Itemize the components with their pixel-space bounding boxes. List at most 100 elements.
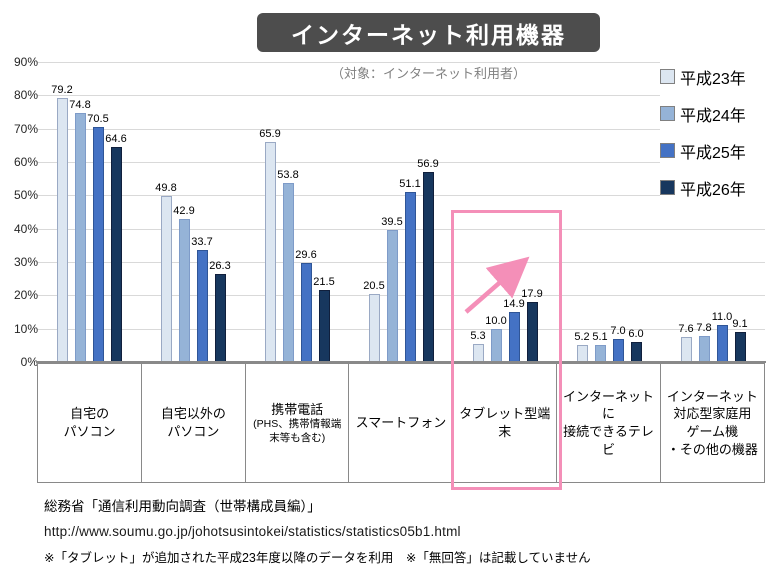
legend-label: 平成24年 bbox=[680, 107, 746, 125]
category-label-text: スマートフォン bbox=[355, 415, 447, 431]
y-tick-label: 40% bbox=[13, 221, 38, 236]
bar bbox=[472, 344, 484, 362]
gridline bbox=[37, 162, 765, 163]
gridline bbox=[37, 295, 765, 297]
category-label: 自宅の パソコン bbox=[37, 363, 143, 483]
legend-swatch-icon bbox=[660, 106, 675, 121]
legend: 平成23年平成24年平成25年平成26年 bbox=[660, 58, 780, 206]
gridline bbox=[37, 62, 765, 63]
bar-group: 65.9 53.8 29.6 21.5 bbox=[245, 62, 349, 362]
bar-value-label: 49.8 bbox=[155, 182, 177, 194]
category-label: 携帯電話 (PHS、携帯情報端 末等も含む) bbox=[244, 363, 350, 483]
category-label: 自宅以外の パソコン bbox=[140, 363, 247, 483]
bar bbox=[56, 98, 68, 362]
category-label: インターネット 対応型家庭用 ゲーム機 ・その他の機器 bbox=[659, 363, 765, 483]
bar bbox=[368, 293, 380, 362]
legend-item: 平成23年 bbox=[660, 58, 780, 95]
bar-value-label: 7.6 bbox=[678, 322, 694, 335]
bar bbox=[404, 191, 416, 362]
bar bbox=[318, 290, 330, 362]
bar-value-label: 29.6 bbox=[295, 249, 317, 262]
chart-title: インターネット利用機器 bbox=[291, 21, 566, 48]
bar bbox=[74, 112, 86, 362]
bar-group: 20.5 39.5 51.1 56.9 bbox=[349, 62, 453, 362]
legend-swatch-icon bbox=[660, 143, 675, 158]
bar bbox=[264, 142, 276, 362]
bar bbox=[422, 172, 434, 362]
chart-subtitle: （対象：インターネット利用者） bbox=[330, 66, 526, 81]
bar bbox=[92, 127, 104, 362]
bar-value-label: 33.7 bbox=[191, 235, 213, 248]
bar-group: 7.6 7.8 11.0 9.1 bbox=[661, 62, 765, 362]
bar bbox=[300, 263, 312, 362]
footer: 総務省「通信利用動向調査（世帯構成員編）」 http://www.soumu.g… bbox=[44, 495, 591, 566]
bars-layer: 79.2 74.8 70.5 64.6 49.8 42.9 33.7 26.3 65.9 53.8… bbox=[37, 62, 765, 362]
bar-value-label: 5.1 bbox=[592, 331, 608, 343]
bar-value-label: 53.8 bbox=[277, 168, 299, 181]
bar bbox=[508, 312, 520, 362]
bar-value-label: 74.8 bbox=[69, 98, 91, 111]
y-tick-label: 60% bbox=[13, 155, 38, 169]
bar bbox=[386, 230, 398, 362]
gridline bbox=[37, 195, 765, 197]
bar-value-label: 5.3 bbox=[470, 330, 486, 343]
bar-value-label: 51.1 bbox=[399, 177, 421, 190]
bar-value-label: 17.9 bbox=[521, 288, 543, 301]
bar-value-label: 21.5 bbox=[313, 276, 335, 289]
footer-url: http://www.soumu.go.jp/johotsusintokei/s… bbox=[44, 524, 461, 539]
bar-group: 49.8 42.9 33.7 26.3 bbox=[141, 62, 245, 362]
bar-value-label: 42.9 bbox=[173, 205, 195, 217]
y-tick-label: 10% bbox=[13, 321, 38, 336]
bar-value-label: 20.5 bbox=[363, 279, 385, 292]
category-label: インターネットに 接続できるテレビ bbox=[555, 363, 662, 483]
y-tick-label: 50% bbox=[13, 188, 38, 203]
y-tick-label: 30% bbox=[13, 255, 38, 269]
bar-value-label: 65.9 bbox=[259, 128, 281, 141]
bar bbox=[214, 274, 226, 362]
category-label-text: 携帯電話 bbox=[271, 401, 324, 417]
category-axis: 自宅の パソコン 自宅以外の パソコン 携帯電話 (PHS、携帯情報端 末等も含む) ス… bbox=[37, 363, 765, 483]
category-label-text: 自宅の パソコン bbox=[63, 406, 116, 439]
bar-value-label: 26.3 bbox=[209, 260, 231, 273]
bar-value-label: 7.0 bbox=[610, 324, 626, 337]
legend-item: 平成24年 bbox=[660, 95, 780, 132]
bar-group: 5.2 5.1 7.0 6.0 bbox=[557, 62, 661, 362]
legend-label: 平成25年 bbox=[680, 144, 746, 162]
legend-swatch-icon bbox=[660, 69, 675, 84]
bar bbox=[576, 344, 588, 362]
bar bbox=[282, 182, 294, 362]
bar bbox=[160, 196, 172, 362]
gridline bbox=[37, 95, 765, 97]
gridline bbox=[37, 128, 765, 130]
category-label-text: タブレット型端末 bbox=[459, 406, 551, 439]
bar bbox=[526, 302, 538, 362]
bar bbox=[178, 219, 190, 362]
bar bbox=[594, 345, 606, 362]
y-tick-label: 20% bbox=[13, 288, 38, 303]
bar bbox=[612, 338, 624, 362]
bar bbox=[698, 336, 710, 362]
legend-label: 平成26年 bbox=[680, 181, 746, 199]
bar-value-label: 6.0 bbox=[628, 328, 644, 340]
category-label-subtext: (PHS、携帯情報端 末等も含む) bbox=[253, 418, 342, 444]
category-label-text: 自宅以外の パソコン bbox=[160, 406, 226, 439]
bar-value-label: 79.2 bbox=[51, 84, 73, 96]
legend-item: 平成25年 bbox=[660, 132, 780, 169]
gridline bbox=[37, 328, 765, 330]
legend-item: 平成26年 bbox=[660, 169, 780, 206]
bar bbox=[734, 331, 746, 362]
bar-group: 5.3 10.0 14.9 17.9 bbox=[453, 62, 557, 362]
footer-source: 総務省「通信利用動向調査（世帯構成員編）」 bbox=[44, 499, 321, 514]
category-label: タブレット型端末 bbox=[452, 363, 558, 483]
category-label-text: インターネット 対応型家庭用 ゲーム機 ・その他の機器 bbox=[666, 388, 758, 457]
bar-value-label: 64.6 bbox=[105, 132, 127, 145]
bar bbox=[110, 146, 122, 362]
y-tick-label: 80% bbox=[13, 88, 38, 103]
y-tick-label: 0% bbox=[20, 355, 38, 369]
bar-value-label: 10.0 bbox=[485, 314, 507, 327]
category-label-text: インターネットに 接続できるテレビ bbox=[563, 388, 655, 457]
y-tick-label: 70% bbox=[13, 121, 38, 136]
bar-value-label: 5.2 bbox=[574, 330, 590, 343]
bar bbox=[630, 342, 642, 362]
bar-value-label: 39.5 bbox=[381, 216, 403, 229]
